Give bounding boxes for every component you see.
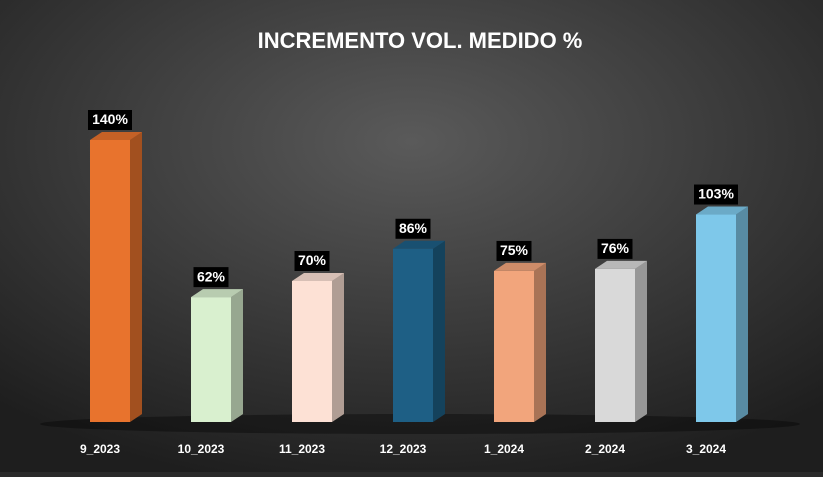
- x-tick-label: 12_2023: [380, 442, 427, 456]
- bar-side: [332, 273, 344, 422]
- x-tick-label: 2_2024: [585, 442, 625, 456]
- bar-side-shade: [332, 273, 344, 422]
- bar-top-shade: [696, 206, 748, 215]
- bar-side: [736, 206, 748, 422]
- bar-side-shade: [231, 289, 243, 422]
- data-label-box: [88, 110, 132, 130]
- bar: [595, 268, 635, 422]
- data-label-box: [694, 184, 738, 205]
- bar-side-shade: [635, 260, 647, 422]
- bar-top: [494, 262, 546, 271]
- x-tick-label: 10_2023: [178, 442, 225, 456]
- bar-top-shade: [393, 240, 445, 249]
- bar-top: [393, 240, 445, 249]
- data-label-box: [597, 238, 633, 259]
- x-tick-label: 9_2023: [80, 442, 120, 456]
- data-label: 62%: [197, 268, 226, 284]
- bar: [393, 248, 433, 422]
- bar-top: [292, 273, 344, 281]
- data-label-box: [496, 240, 532, 261]
- bar-top: [595, 260, 647, 269]
- bar-side: [534, 262, 546, 422]
- bar-top-shade: [191, 289, 243, 298]
- bar-top: [191, 289, 243, 298]
- chart-title: INCREMENTO VOL. MEDIDO %: [258, 28, 583, 53]
- bar-top-shade: [494, 262, 546, 271]
- x-tick-label: 1_2024: [484, 442, 524, 456]
- data-label-box: [395, 218, 431, 239]
- bar: [90, 140, 130, 422]
- x-tick-label: 3_2024: [686, 442, 726, 456]
- bar-side: [635, 260, 647, 422]
- bar-side: [231, 289, 243, 422]
- bar-side: [433, 240, 445, 422]
- data-label: 103%: [698, 186, 734, 202]
- data-label: 70%: [298, 252, 327, 268]
- bar-top-shade: [595, 260, 647, 269]
- bar: [292, 281, 332, 422]
- bar: [494, 270, 534, 422]
- bar-top-shade: [90, 132, 142, 140]
- data-label-box: [294, 251, 330, 271]
- data-label-box: [193, 267, 229, 288]
- bar-top-shade: [292, 273, 344, 281]
- bar-side-shade: [736, 206, 748, 422]
- data-label: 86%: [399, 220, 428, 236]
- data-label: 75%: [500, 242, 529, 258]
- bar: [696, 214, 736, 422]
- bar-top: [696, 206, 748, 215]
- data-label: 76%: [601, 240, 630, 256]
- bar-side-shade: [130, 132, 142, 422]
- bar-side-shade: [433, 240, 445, 422]
- bar-side-shade: [534, 262, 546, 422]
- bar: [191, 297, 231, 422]
- data-label: 140%: [92, 111, 128, 127]
- x-tick-label: 11_2023: [279, 442, 325, 456]
- bar-top: [90, 132, 142, 140]
- bar-side: [130, 132, 142, 422]
